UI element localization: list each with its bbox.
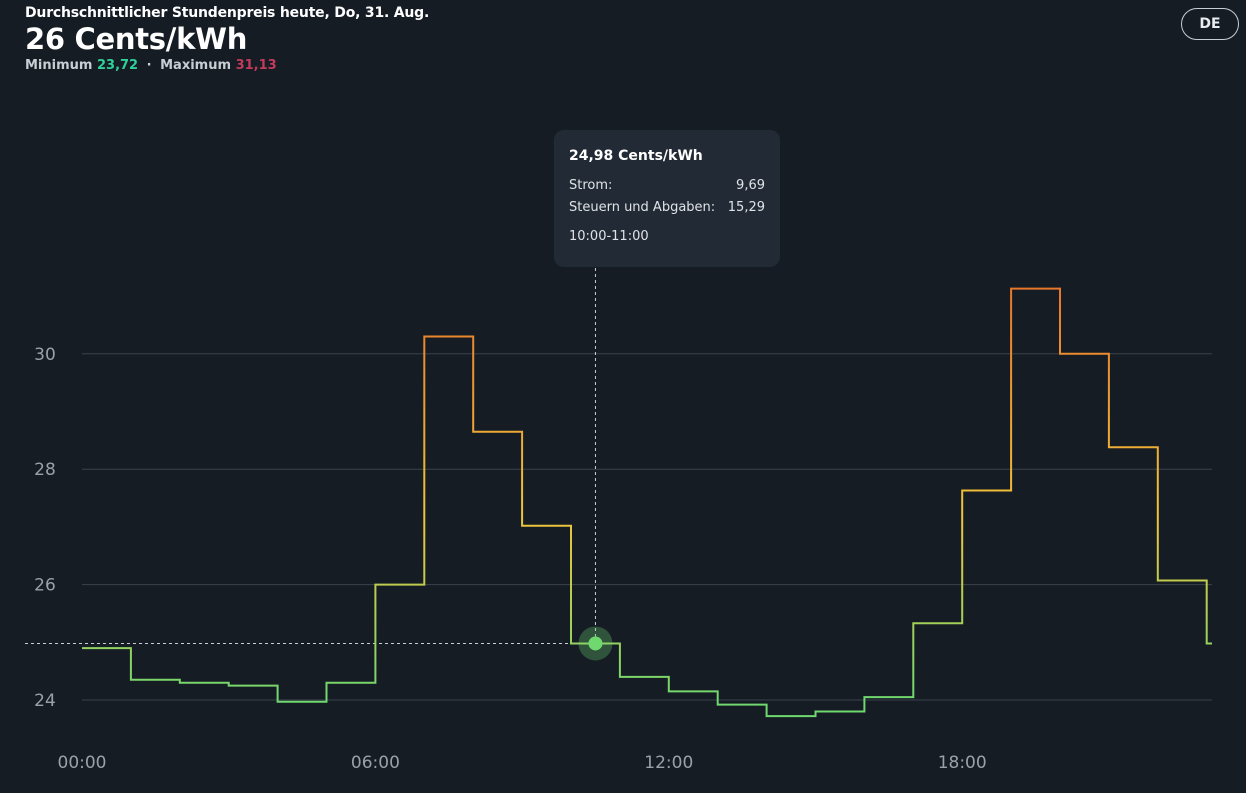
y-tick-label: 28	[34, 460, 56, 480]
y-tick-label: 24	[34, 691, 56, 711]
page-subtitle: Durchschnittlicher Stundenpreis heute, D…	[25, 5, 430, 21]
minimum-label: Minimum	[25, 58, 93, 73]
average-price-headline: 26 Cents/kWh	[25, 22, 248, 56]
x-tick-label: 12:00	[644, 753, 693, 773]
x-tick-label: 18:00	[938, 753, 987, 773]
maximum-label: Maximum	[160, 58, 232, 73]
price-series-line	[82, 287, 1212, 718]
price-header: Durchschnittlicher Stundenpreis heute, D…	[25, 5, 429, 73]
tooltip-row-label: Steuern und Abgaben:	[569, 200, 716, 215]
tooltip-row-value: 15,29	[727, 200, 765, 215]
minimum-value: 23,72	[96, 58, 139, 73]
language-button[interactable]: DE	[1181, 8, 1239, 40]
price-tooltip: 24,98 Cents/kWh Strom: 9,69 Steuern und …	[554, 130, 780, 267]
tooltip-row-label: Strom:	[569, 178, 613, 193]
x-tick-label: 00:00	[58, 753, 107, 773]
tooltip-row-value: 9,69	[736, 178, 765, 193]
x-axis-labels: 00:00 06:00 12:00 18:00	[58, 753, 987, 773]
grid-layer	[82, 353, 1212, 701]
tooltip-time-range: 10:00-11:00	[569, 229, 649, 244]
y-tick-label: 30	[34, 345, 56, 365]
maximum-value: 31,13	[235, 58, 277, 73]
min-max-summary: Minimum 23,72 · Maximum 31,13	[25, 58, 429, 73]
x-tick-label: 06:00	[351, 753, 400, 773]
tooltip-title: 24,98 Cents/kWh	[569, 148, 703, 164]
hover-point[interactable]	[588, 636, 603, 651]
tooltip-row-strom: Strom: 9,69	[569, 178, 765, 193]
tooltip-row-steuern: Steuern und Abgaben: 15,29	[569, 200, 765, 215]
y-axis-labels: 24 26 28 30	[34, 345, 56, 711]
y-tick-label: 26	[34, 576, 56, 596]
separator-dot: ·	[146, 58, 152, 73]
